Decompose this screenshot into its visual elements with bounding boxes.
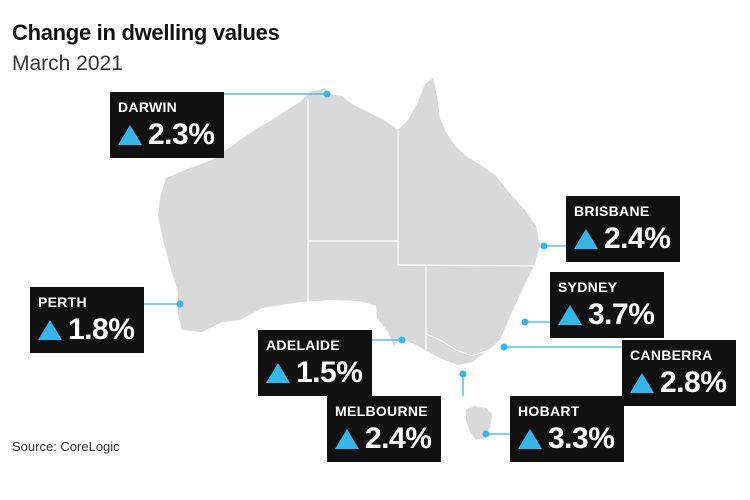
change-value: 3.3% [548, 422, 615, 455]
change-value: 2.3% [148, 118, 215, 151]
city-name: CANBERRA [630, 347, 713, 363]
brisbane-card: BRISBANE 2.4% [566, 196, 681, 262]
hobart-card: HOBART 3.3% [510, 396, 625, 462]
change-value: 2.4% [365, 422, 432, 455]
city-name: SYDNEY [558, 279, 618, 295]
up-triangle-icon [630, 373, 654, 393]
hobart-dot [482, 430, 490, 438]
change-value: 3.7% [588, 298, 655, 331]
melbourne-card: MELBOURNE 2.4% [327, 396, 442, 462]
darwin-card: DARWIN 2.3% [110, 92, 225, 158]
change-value: 1.5% [296, 356, 363, 389]
city-dots [176, 90, 548, 438]
source-note: Source: CoreLogic [12, 439, 120, 454]
change-value: 2.8% [660, 366, 727, 399]
sydney-card: SYDNEY 3.7% [550, 272, 665, 338]
up-triangle-icon [118, 125, 142, 145]
canberra-card: CANBERRA 2.8% [622, 340, 737, 406]
city-name: HOBART [518, 403, 580, 419]
city-name: DARWIN [118, 99, 178, 115]
up-triangle-icon [518, 429, 542, 449]
adelaide-card: ADELAIDE 1.5% [258, 330, 373, 396]
change-value: 2.4% [604, 222, 671, 255]
up-triangle-icon [266, 363, 290, 383]
darwin-dot [323, 90, 331, 98]
perth-dot [176, 300, 184, 308]
chart-title: Change in dwelling values [12, 20, 280, 45]
brisbane-dot [540, 242, 548, 250]
adelaide-dot [398, 336, 406, 344]
state-borders [307, 99, 537, 357]
up-triangle-icon [558, 305, 582, 325]
sydney-dot [521, 318, 529, 326]
up-triangle-icon [335, 429, 359, 449]
perth-card: PERTH 1.8% [30, 287, 145, 353]
up-triangle-icon [574, 229, 598, 249]
chart-subtitle: March 2021 [12, 52, 123, 75]
change-value: 1.8% [68, 313, 135, 346]
melbourne-dot [459, 370, 467, 378]
city-name: ADELAIDE [266, 337, 340, 353]
city-name: BRISBANE [574, 203, 650, 219]
city-name: MELBOURNE [335, 403, 428, 419]
leader-lines [140, 93, 622, 435]
mainland-australia [158, 78, 540, 365]
city-name: PERTH [38, 294, 87, 310]
canberra-dot [500, 343, 508, 351]
up-triangle-icon [38, 320, 62, 340]
